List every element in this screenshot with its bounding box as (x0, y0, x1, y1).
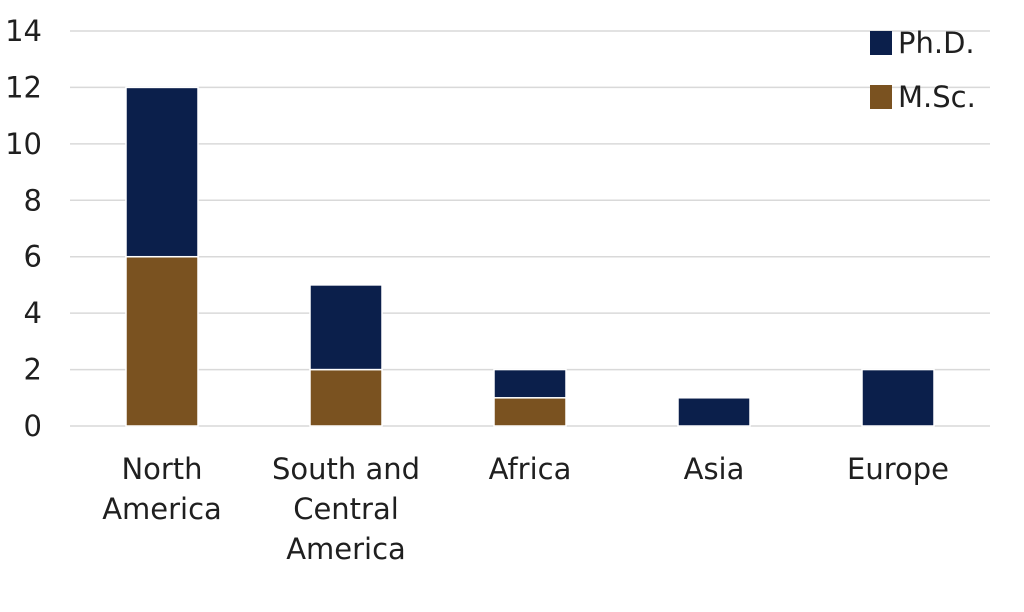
x-tick-label-4: Europe (847, 452, 949, 486)
y-tick-label-10: 10 (5, 127, 42, 161)
legend-swatch-1 (870, 85, 892, 109)
y-tick-label-4: 4 (24, 296, 42, 330)
y-tick-label-14: 14 (5, 14, 42, 48)
x-tick-label-line: North (121, 452, 202, 486)
x-tick-label-line: Asia (684, 452, 745, 486)
grid-lines (70, 30, 990, 427)
x-axis-ticks: North America South and Central America Afric… (102, 452, 949, 566)
y-axis-ticks: 0 2 4 6 8 10 12 14 (5, 14, 42, 443)
x-tick-label-line: Europe (847, 452, 949, 486)
legend: Ph.D. M.Sc. (870, 26, 976, 114)
x-tick-label-line: Central (293, 492, 399, 526)
x-tick-label-2: Africa (489, 452, 572, 486)
x-tick-label-line: America (286, 532, 406, 566)
bar-ph-d-0 (125, 86, 199, 258)
y-tick-label-12: 12 (5, 70, 42, 104)
x-tick-label-3: Asia (684, 452, 745, 486)
legend-swatch-0 (870, 31, 892, 55)
y-tick-label-0: 0 (24, 409, 42, 443)
legend-label-1: M.Sc. (898, 80, 976, 114)
bar-ph-d-2 (493, 368, 567, 399)
bar-m-sc-2 (493, 397, 567, 427)
x-tick-label-1: South and Central America (272, 452, 420, 566)
y-tick-label-8: 8 (24, 183, 42, 217)
x-tick-label-0: North America (102, 452, 222, 526)
y-tick-label-6: 6 (24, 240, 42, 274)
x-tick-label-line: South and (272, 452, 420, 486)
bar-m-sc-0 (125, 255, 199, 427)
bar-ph-d-1 (309, 284, 383, 371)
bars (125, 86, 935, 427)
y-tick-label-2: 2 (24, 353, 42, 387)
bar-m-sc-1 (309, 368, 383, 427)
x-tick-label-line: America (102, 492, 222, 526)
x-tick-label-line: Africa (489, 452, 572, 486)
bar-ph-d-4 (861, 368, 935, 427)
legend-label-0: Ph.D. (898, 26, 975, 60)
bar-ph-d-3 (677, 397, 751, 427)
